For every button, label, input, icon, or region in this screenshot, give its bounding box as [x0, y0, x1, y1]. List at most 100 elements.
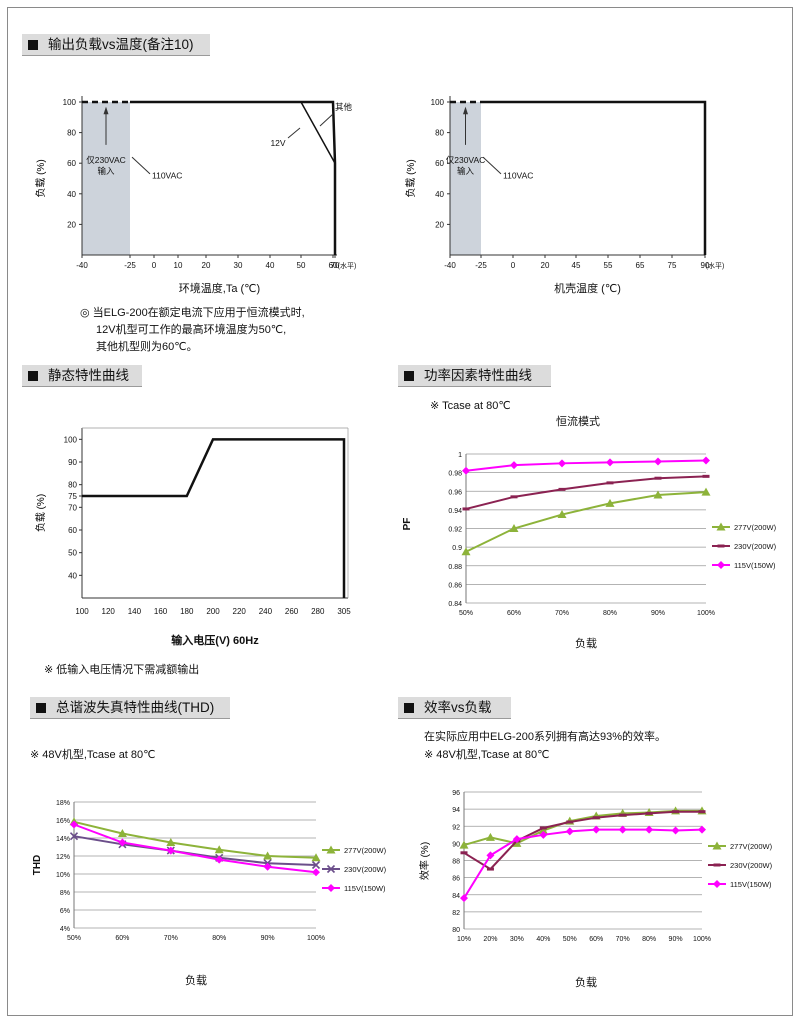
y-tick-label: 0.96 [448, 489, 462, 496]
x-tick-label: 180 [180, 607, 194, 616]
leader-line [131, 156, 151, 175]
x-tick-label: 0 [511, 261, 516, 270]
x-unit-label: (水平) [706, 261, 725, 270]
series-line [481, 100, 707, 255]
low-input-note: ※ 低输入电压情况下需减额输出 [44, 664, 200, 676]
annotation-110vac: 110VAC [152, 171, 182, 181]
y-axis-label: THD [32, 855, 43, 876]
arrow-head [463, 106, 468, 115]
x-tick-label: 260 [285, 607, 299, 616]
data-point [70, 820, 78, 829]
data-point [263, 862, 272, 871]
x-tick-label: 50% [67, 935, 81, 942]
y-tick-label: 50 [68, 549, 77, 558]
chart-derating-case: 20 40 60 80 100 -40 -25 0 20 45 55 65 75 90(水平) 仅230VA… [404, 96, 725, 295]
x-tick-label: 100% [697, 610, 715, 617]
legend-label: 115V(150W) [344, 884, 386, 893]
y-tick-label: 0.88 [448, 564, 462, 571]
y-tick-label: 82 [452, 910, 460, 917]
y-tick-label: 70 [68, 503, 77, 512]
eff-model-note: ※ 48V机型,Tcase at 80℃ [424, 749, 550, 761]
x-tick-label: 0 [152, 261, 157, 270]
x-tick-label: 70% [555, 610, 569, 617]
eff-description: 在实际应用中ELG-200系列拥有高达93%的效率。 [424, 731, 667, 743]
x-tick-label: 280 [311, 607, 325, 616]
data-point [326, 864, 336, 874]
data-point [606, 458, 614, 467]
data-point [713, 863, 721, 867]
y-tick-label: 86 [452, 876, 460, 883]
square-bullet-icon [28, 371, 38, 381]
x-tick-label: 10% [457, 936, 471, 943]
data-point [311, 860, 321, 870]
section-title-eff: 效率vs负载 [398, 697, 511, 719]
data-point [701, 487, 711, 496]
x-tick-label: 40 [266, 261, 275, 270]
y-tick-label: 1 [458, 452, 462, 459]
y-tick-label: 88 [452, 859, 460, 866]
x-tick-label: 30% [510, 936, 524, 943]
y-tick-label: 96 [452, 790, 460, 797]
x-tick-label: 90% [669, 936, 683, 943]
y-tick-label: 12% [56, 854, 70, 861]
pf-tcase-note: ※ Tcase at 80℃ [430, 400, 511, 412]
legend-label: 230V(200W) [730, 861, 773, 870]
leader-line [319, 113, 334, 127]
legend-label: 115V(150W) [734, 561, 776, 570]
elg-note-line2: 12V机型可工作的最高环境温度为50℃, [96, 324, 287, 336]
x-tick-label: 90% [261, 935, 275, 942]
x-tick-label: 70 [331, 261, 340, 270]
pf-mode-label: 恒流模式 [556, 416, 600, 428]
data-point [698, 810, 706, 814]
data-point [485, 832, 495, 841]
y-axis-label: 效率 (%) [418, 842, 431, 880]
data-point [460, 894, 468, 903]
y-tick-label: 100 [63, 98, 77, 107]
data-point [69, 832, 79, 841]
data-point [653, 490, 663, 499]
arrow-head [103, 106, 109, 115]
page-frame [7, 7, 793, 1016]
x-tick-label: 20 [541, 261, 550, 270]
x-tick-label: 60% [589, 936, 603, 943]
x-tick-label: 100% [307, 935, 325, 942]
y-tick-label: 80 [67, 129, 76, 138]
chart-power-factor: 0.84 0.86 0.88 0.9 0.92 0.94 0.96 0.98 1 50% 60% 70… [402, 452, 777, 650]
y-tick-label: 40 [68, 571, 77, 580]
y-tick-label: 60 [67, 159, 76, 168]
series-line [463, 810, 702, 871]
y-tick-label: 6% [60, 908, 70, 915]
series-line [73, 835, 317, 866]
x-tick-label: 60 [329, 261, 338, 270]
x-tick-label: 90% [651, 610, 665, 617]
x-tick-label: 50 [297, 261, 306, 270]
legend-label: 277V(200W) [734, 523, 777, 532]
series-line [465, 491, 707, 553]
x-tick-label: 80% [212, 935, 226, 942]
data-point [702, 474, 710, 478]
x-tick-label: 45 [572, 261, 581, 270]
data-point [117, 829, 127, 837]
data-point [215, 855, 224, 864]
y-tick-label: 90 [452, 841, 460, 848]
x-tick-label: 65 [636, 261, 645, 270]
data-point [716, 522, 726, 531]
x-tick-label: 75 [668, 261, 677, 270]
data-point [713, 880, 721, 888]
legend-label: 230V(200W) [344, 865, 387, 874]
annotation-other: 其他 [335, 102, 353, 112]
x-tick-label: 90 [701, 261, 710, 270]
data-point [645, 825, 654, 834]
y-tick-label: 0.84 [448, 601, 462, 608]
x-axis-label: 负载 [185, 973, 207, 987]
section-title-load-vs-temp: 输出负载vs温度(备注10) [22, 34, 210, 56]
x-tick-label: 30 [234, 261, 243, 270]
x-tick-label: -40 [444, 261, 456, 270]
y-tick-label: 18% [56, 800, 70, 807]
data-point [461, 547, 471, 556]
y-tick-label: 84 [452, 893, 460, 900]
y-tick-label: 10% [56, 872, 70, 879]
leader-line [482, 156, 502, 175]
y-tick-label: 0.86 [448, 582, 462, 589]
square-bullet-icon [404, 371, 414, 381]
